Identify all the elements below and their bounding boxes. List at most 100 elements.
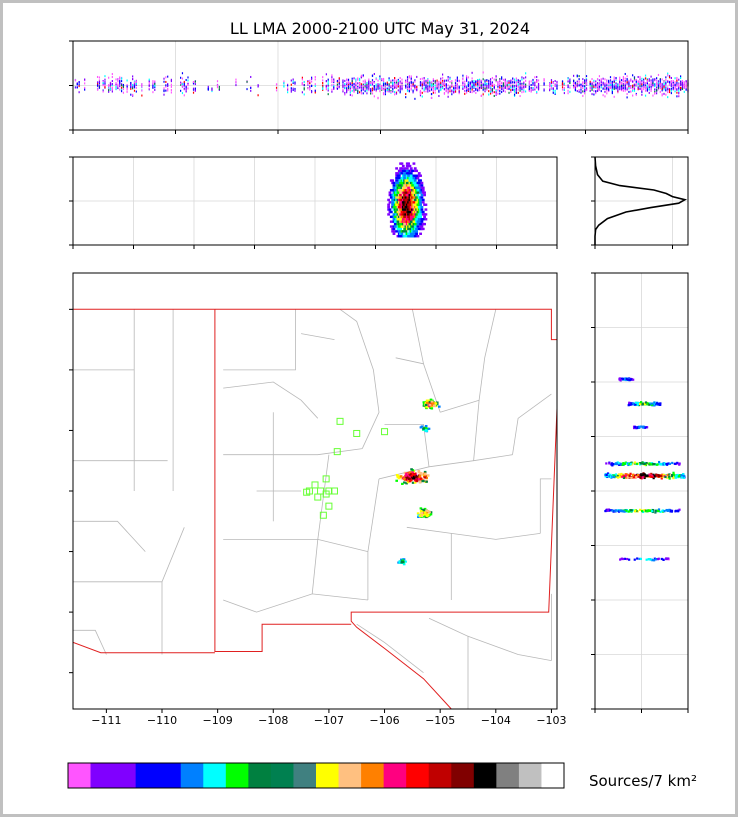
colorbar: [67, 762, 565, 789]
map-source-mark: [422, 401, 426, 404]
p1-source-mark: [371, 79, 374, 82]
p5-source-mark: [626, 473, 629, 476]
map-source-mark: [398, 560, 401, 563]
p1-source-mark: [423, 84, 425, 87]
p1-source-mark: [676, 91, 678, 94]
p1-source-mark: [661, 87, 663, 90]
p1-source-mark: [442, 79, 444, 82]
p1-source-mark: [473, 81, 475, 84]
p1-source-mark: [622, 83, 625, 86]
p5-source-mark: [658, 460, 661, 464]
p1-source-mark: [515, 79, 517, 82]
p1-source-mark: [584, 80, 586, 83]
p5-source-mark: [646, 403, 649, 406]
map-source-mark: [395, 479, 398, 482]
p5-source-mark: [668, 473, 671, 476]
p1-source-mark: [307, 87, 309, 90]
p1-source-mark: [665, 89, 667, 92]
p5-source-mark: [629, 402, 632, 406]
p1-source-mark: [563, 83, 565, 86]
p1-source-mark: [486, 86, 488, 89]
p1-source-mark: [180, 89, 182, 92]
p1-source-mark: [663, 86, 665, 89]
p1-source-mark: [678, 84, 680, 87]
p1-source-mark: [626, 75, 628, 78]
map-source-mark: [428, 403, 432, 406]
county-boundary: [384, 423, 430, 467]
p5-source-mark: [626, 475, 629, 479]
p1-source-mark: [519, 89, 521, 92]
p1-source-mark: [619, 82, 621, 85]
p5-source-mark: [634, 425, 637, 429]
p1-source-mark: [333, 78, 335, 81]
p4-border: [72, 272, 558, 710]
p2-source-mark: [419, 201, 422, 204]
p1-source-mark: [399, 77, 401, 80]
p1-source-mark: [133, 86, 136, 89]
p1-source-mark: [652, 84, 654, 87]
p1-source-mark: [659, 83, 661, 86]
p1-source-mark: [680, 81, 682, 84]
p1-source-mark: [425, 84, 427, 87]
p1-source-mark: [615, 82, 617, 85]
p1-source-mark: [530, 88, 532, 91]
p1-source-mark: [572, 74, 575, 77]
p1-source-mark: [154, 84, 156, 87]
p1-source-mark: [382, 77, 385, 80]
p2-source-mark: [403, 169, 407, 173]
p5-source-mark: [623, 557, 627, 560]
p1-source-mark: [218, 88, 220, 91]
p1-source-mark: [303, 84, 305, 87]
p1-source-mark: [344, 91, 346, 94]
p1-source-mark: [650, 84, 652, 87]
map-source-mark: [400, 558, 403, 561]
p1-source-mark: [381, 79, 383, 82]
p1-source-mark: [604, 86, 606, 89]
p1-source-mark: [523, 81, 525, 84]
p1-source-mark: [611, 80, 613, 83]
colorbar-border: [67, 762, 565, 789]
p1-source-mark: [654, 92, 656, 95]
p1-source-mark: [515, 81, 517, 84]
p1-source-mark: [632, 89, 634, 92]
map-source-mark: [422, 508, 426, 512]
map-source-mark: [420, 478, 424, 481]
p1-source-mark: [525, 85, 527, 88]
state-boundary-east: [214, 308, 557, 709]
p1-source-mark: [495, 75, 497, 78]
p1-source-mark: [434, 88, 436, 91]
p1-source-mark: [576, 84, 578, 87]
map-source-mark: [405, 482, 408, 485]
p1-source-mark: [395, 84, 398, 87]
p1-source-mark: [484, 85, 486, 88]
p1-source-mark: [521, 84, 523, 87]
p1-source-mark: [429, 83, 431, 86]
p1-source-mark: [584, 81, 586, 84]
p1-source-mark: [549, 87, 551, 90]
map-source-mark: [430, 400, 434, 403]
p1-source-mark: [181, 83, 184, 86]
p1-source-mark: [405, 93, 407, 96]
p1-source-mark: [453, 91, 455, 94]
p5-source-mark: [641, 403, 644, 406]
p1-source-mark: [635, 79, 637, 82]
p1-source-mark: [633, 83, 636, 86]
p1-source-mark: [440, 84, 442, 87]
map-source-mark: [423, 474, 427, 477]
p5-source-mark: [632, 403, 636, 406]
p5-source-mark: [606, 472, 610, 475]
p1-source-mark: [644, 94, 647, 97]
p5-source-mark: [654, 475, 657, 478]
county-boundary: [412, 309, 441, 413]
map-source-mark: [424, 424, 428, 428]
p1-source-mark: [314, 75, 316, 78]
p1-source-mark: [167, 82, 169, 85]
p2-source-mark: [397, 174, 401, 177]
p1-source-mark: [218, 85, 220, 88]
p2-source-mark: [423, 222, 426, 226]
p1-source-mark: [375, 78, 377, 81]
p5-source-mark: [630, 509, 633, 512]
p1-source-mark: [624, 79, 626, 82]
p1-source-mark: [611, 86, 613, 89]
p1-source-mark: [126, 90, 128, 93]
